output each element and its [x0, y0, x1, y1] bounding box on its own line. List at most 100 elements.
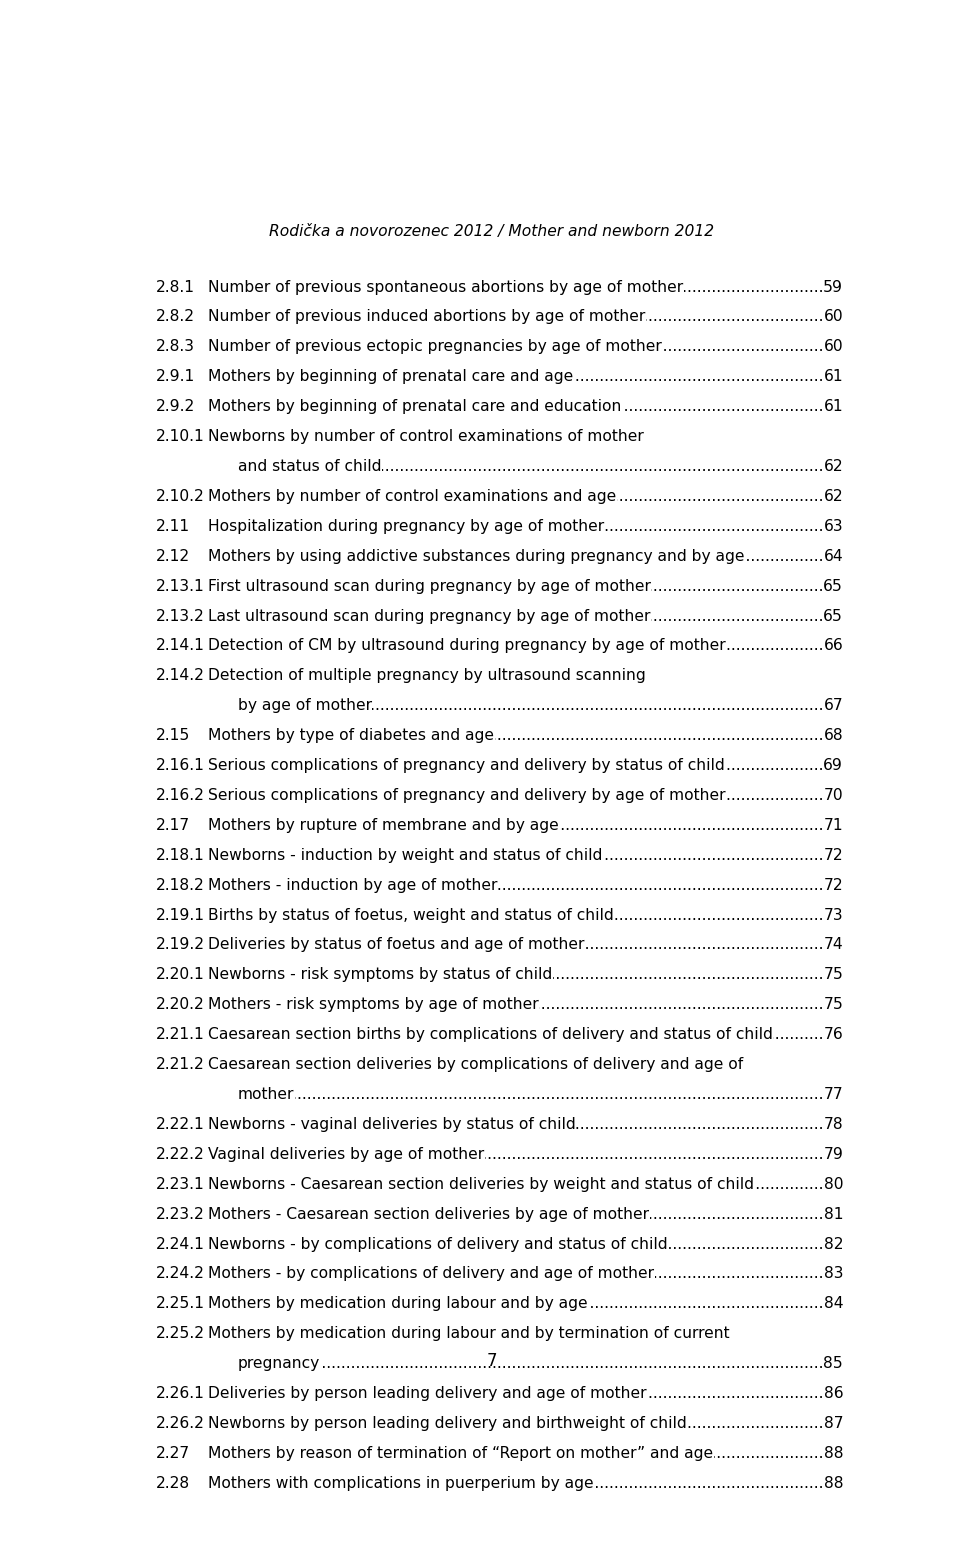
Text: ................................................................................: ........................................…: [258, 1206, 843, 1221]
Text: 2.24.2: 2.24.2: [156, 1267, 204, 1281]
Text: ................................................................................: ........................................…: [258, 938, 843, 952]
Text: 81: 81: [824, 1206, 843, 1221]
Text: 2.21.2: 2.21.2: [156, 1057, 204, 1073]
Text: Last ultrasound scan during pregnancy by age of mother: Last ultrasound scan during pregnancy by…: [207, 609, 650, 623]
Text: 60: 60: [824, 340, 843, 354]
Text: Newborns - Caesarean section deliveries by weight and status of child: Newborns - Caesarean section deliveries …: [207, 1176, 754, 1192]
Text: 2.20.2: 2.20.2: [156, 998, 204, 1012]
Text: ................................................................................: ........................................…: [258, 639, 843, 653]
Text: ................................................................................: ........................................…: [258, 1386, 843, 1402]
Text: 2.20.1: 2.20.1: [156, 968, 204, 982]
Text: Newborns - risk symptoms by status of child: Newborns - risk symptoms by status of ch…: [207, 968, 552, 982]
Text: 2.23.1: 2.23.1: [156, 1176, 204, 1192]
Text: ................................................................................: ........................................…: [258, 310, 843, 324]
Text: ................................................................................: ........................................…: [258, 609, 843, 623]
Text: Deliveries by status of foetus and age of mother: Deliveries by status of foetus and age o…: [207, 938, 585, 952]
Text: Rodička a novorozenec 2012 / Mother and newborn 2012: Rodička a novorozenec 2012 / Mother and …: [270, 224, 714, 240]
Text: Mothers by type of diabetes and age: Mothers by type of diabetes and age: [207, 728, 493, 744]
Text: 69: 69: [824, 758, 843, 774]
Text: Detection of CM by ultrasound during pregnancy by age of mother: Detection of CM by ultrasound during pre…: [207, 639, 726, 653]
Text: Hospitalization during pregnancy by age of mother: Hospitalization during pregnancy by age …: [207, 518, 604, 534]
Text: 2.25.2: 2.25.2: [156, 1326, 204, 1340]
Text: 2.18.2: 2.18.2: [156, 877, 204, 893]
Text: 2.10.2: 2.10.2: [156, 489, 204, 504]
Text: ................................................................................: ........................................…: [258, 1237, 843, 1251]
Text: Detection of multiple pregnancy by ultrasound scanning: Detection of multiple pregnancy by ultra…: [207, 669, 645, 683]
Text: Caesarean section deliveries by complications of delivery and age of: Caesarean section deliveries by complica…: [207, 1057, 743, 1073]
Text: 2.19.1: 2.19.1: [156, 908, 204, 922]
Text: ................................................................................: ........................................…: [258, 1475, 843, 1491]
Text: 62: 62: [824, 489, 843, 504]
Text: ................................................................................: ........................................…: [258, 758, 843, 774]
Text: Mothers by beginning of prenatal care and education: Mothers by beginning of prenatal care an…: [207, 399, 621, 413]
Text: 2.8.2: 2.8.2: [156, 310, 195, 324]
Text: 61: 61: [824, 370, 843, 384]
Text: 88: 88: [824, 1445, 843, 1461]
Text: ................................................................................: ........................................…: [258, 578, 843, 594]
Text: 2.26.2: 2.26.2: [156, 1416, 204, 1431]
Text: Mothers by medication during labour and by age: Mothers by medication during labour and …: [207, 1297, 588, 1311]
Text: First ultrasound scan during pregnancy by age of mother: First ultrasound scan during pregnancy b…: [207, 578, 651, 594]
Text: Newborns - induction by weight and status of child: Newborns - induction by weight and statu…: [207, 847, 602, 863]
Text: ................................................................................: ........................................…: [258, 1146, 843, 1162]
Text: ................................................................................: ........................................…: [258, 998, 843, 1012]
Text: ................................................................................: ........................................…: [258, 1087, 843, 1102]
Text: ................................................................................: ........................................…: [258, 1117, 843, 1132]
Text: Newborns - vaginal deliveries by status of child: Newborns - vaginal deliveries by status …: [207, 1117, 576, 1132]
Text: 2.24.1: 2.24.1: [156, 1237, 204, 1251]
Text: ................................................................................: ........................................…: [258, 698, 843, 713]
Text: Mothers by reason of termination of “Report on mother” and age: Mothers by reason of termination of “Rep…: [207, 1445, 713, 1461]
Text: 72: 72: [824, 877, 843, 893]
Text: Mothers by beginning of prenatal care and age: Mothers by beginning of prenatal care an…: [207, 370, 573, 384]
Text: ................................................................................: ........................................…: [258, 877, 843, 893]
Text: ................................................................................: ........................................…: [258, 847, 843, 863]
Text: ................................................................................: ........................................…: [258, 489, 843, 504]
Text: ................................................................................: ........................................…: [258, 280, 843, 294]
Text: Mothers - Caesarean section deliveries by age of mother: Mothers - Caesarean section deliveries b…: [207, 1206, 649, 1221]
Text: 80: 80: [824, 1176, 843, 1192]
Text: ................................................................................: ........................................…: [258, 459, 843, 474]
Text: 2.14.1: 2.14.1: [156, 639, 204, 653]
Text: 2.28: 2.28: [156, 1475, 190, 1491]
Text: 2.13.2: 2.13.2: [156, 609, 204, 623]
Text: 2.22.2: 2.22.2: [156, 1146, 204, 1162]
Text: 84: 84: [824, 1297, 843, 1311]
Text: ................................................................................: ........................................…: [258, 908, 843, 922]
Text: 73: 73: [824, 908, 843, 922]
Text: 60: 60: [824, 310, 843, 324]
Text: Mothers by rupture of membrane and by age: Mothers by rupture of membrane and by ag…: [207, 817, 559, 833]
Text: Newborns - by complications of delivery and status of child: Newborns - by complications of delivery …: [207, 1237, 667, 1251]
Text: 7: 7: [487, 1351, 497, 1370]
Text: ................................................................................: ........................................…: [258, 788, 843, 803]
Text: ................................................................................: ........................................…: [258, 399, 843, 413]
Text: 85: 85: [824, 1356, 843, 1372]
Text: 2.8.1: 2.8.1: [156, 280, 195, 294]
Text: 65: 65: [824, 578, 843, 594]
Text: Vaginal deliveries by age of mother: Vaginal deliveries by age of mother: [207, 1146, 484, 1162]
Text: 2.14.2: 2.14.2: [156, 669, 204, 683]
Text: ................................................................................: ........................................…: [258, 518, 843, 534]
Text: Mothers - risk symptoms by age of mother: Mothers - risk symptoms by age of mother: [207, 998, 539, 1012]
Text: pregnancy: pregnancy: [237, 1356, 320, 1372]
Text: ................................................................................: ........................................…: [258, 728, 843, 744]
Text: ................................................................................: ........................................…: [258, 1416, 843, 1431]
Text: 71: 71: [824, 817, 843, 833]
Text: 2.18.1: 2.18.1: [156, 847, 204, 863]
Text: by age of mother: by age of mother: [237, 698, 372, 713]
Text: Serious complications of pregnancy and delivery by status of child: Serious complications of pregnancy and d…: [207, 758, 725, 774]
Text: Mothers with complications in puerperium by age: Mothers with complications in puerperium…: [207, 1475, 593, 1491]
Text: Mothers by medication during labour and by termination of current: Mothers by medication during labour and …: [207, 1326, 730, 1340]
Text: mother: mother: [237, 1087, 294, 1102]
Text: 83: 83: [824, 1267, 843, 1281]
Text: 2.26.1: 2.26.1: [156, 1386, 204, 1402]
Text: 59: 59: [823, 280, 843, 294]
Text: 63: 63: [824, 518, 843, 534]
Text: and status of child: and status of child: [237, 459, 381, 474]
Text: 77: 77: [824, 1087, 843, 1102]
Text: Mothers - by complications of delivery and age of mother: Mothers - by complications of delivery a…: [207, 1267, 654, 1281]
Text: ................................................................................: ........................................…: [258, 1027, 843, 1041]
Text: Mothers by number of control examinations and age: Mothers by number of control examination…: [207, 489, 616, 504]
Text: 2.17: 2.17: [156, 817, 190, 833]
Text: Deliveries by person leading delivery and age of mother: Deliveries by person leading delivery an…: [207, 1386, 646, 1402]
Text: 75: 75: [824, 968, 843, 982]
